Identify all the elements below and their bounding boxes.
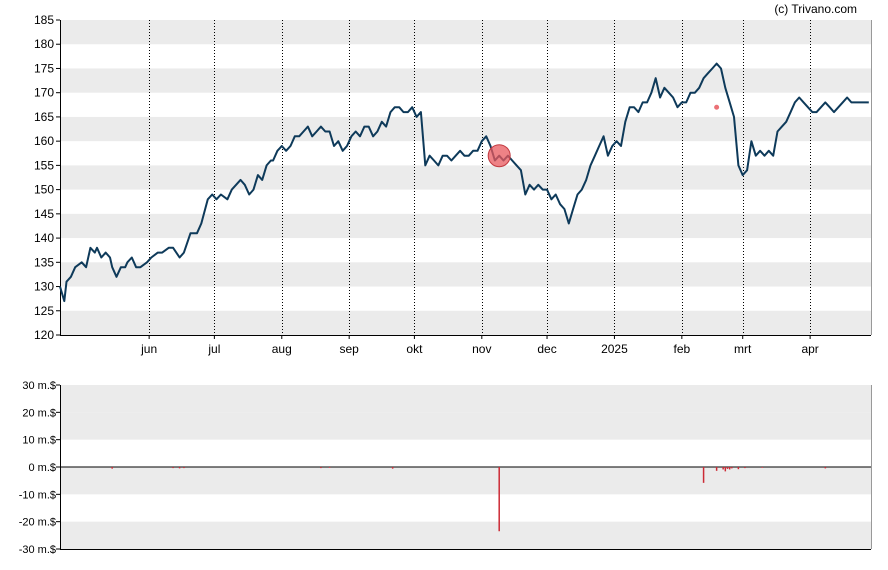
volume-y-tick-label: 10 m.$: [22, 435, 56, 447]
price-panel: 120 125 130 135 140 145 150 155 160 165 170 175 180 1…: [34, 13, 872, 356]
volume-y-tick-label: 20 m.$: [22, 407, 56, 419]
volume-y-tick-label: -20 m.$: [19, 517, 56, 529]
price-y-tick-label: 120: [34, 328, 54, 342]
price-y-tick-label: 145: [34, 207, 54, 221]
price-y-tick-label: 175: [34, 61, 54, 75]
volume-band: [60, 412, 871, 440]
event-marker-small: [714, 104, 720, 110]
x-tick-label: 2025: [601, 342, 628, 356]
x-tick-label: mrt: [734, 342, 752, 356]
price-band: [60, 20, 871, 45]
watermark: (c) Trivano.com: [774, 2, 857, 16]
price-y-tick-label: 155: [34, 158, 54, 172]
price-y-tick-label: 185: [34, 13, 54, 27]
x-tick-label: nov: [472, 342, 491, 356]
x-tick-label: feb: [673, 342, 690, 356]
volume-band: [60, 467, 871, 495]
x-tick-label: sep: [339, 342, 359, 356]
volume-y-tick-label: 0 m.$: [28, 462, 56, 474]
price-y-tick-label: 180: [34, 37, 54, 51]
price-series-line: [59, 62, 869, 303]
price-y-tick-label: 160: [34, 134, 54, 148]
x-tick-label: aug: [272, 342, 292, 356]
volume-y-tick-label: -30 m.$: [19, 544, 56, 556]
volume-band: [60, 521, 871, 549]
volume-band: [60, 385, 871, 413]
price-band: [60, 165, 871, 190]
price-y-tick-label: 170: [34, 86, 54, 100]
x-tick-label: apr: [801, 342, 818, 356]
price-band: [60, 116, 871, 142]
x-tick-label: jul: [207, 342, 220, 356]
price-y-tick-label: 140: [34, 231, 54, 245]
volume-y-tick-label: -10 m.$: [19, 489, 56, 501]
price-y-tick-label: 165: [34, 110, 54, 124]
price-y-tick-label: 150: [34, 183, 54, 197]
price-band: [60, 213, 871, 239]
price-band: [60, 262, 871, 287]
volume-y-tick-label: 30 m.$: [22, 380, 56, 392]
x-tick-label: okt: [406, 342, 423, 356]
event-marker-large: [487, 144, 511, 168]
price-y-tick-label: 125: [34, 304, 54, 318]
price-band: [60, 68, 871, 93]
price-band: [60, 310, 871, 335]
price-y-tick-label: 135: [34, 255, 54, 269]
price-y-tick-label: 130: [34, 280, 54, 294]
x-tick-label: dec: [537, 342, 556, 356]
x-tick-label: jun: [140, 342, 157, 356]
volume-panel: 30 m.$ 20 m.$ 10 m.$ 0 m.$ -10 m.$ -20 m.$ -30…: [19, 380, 872, 556]
